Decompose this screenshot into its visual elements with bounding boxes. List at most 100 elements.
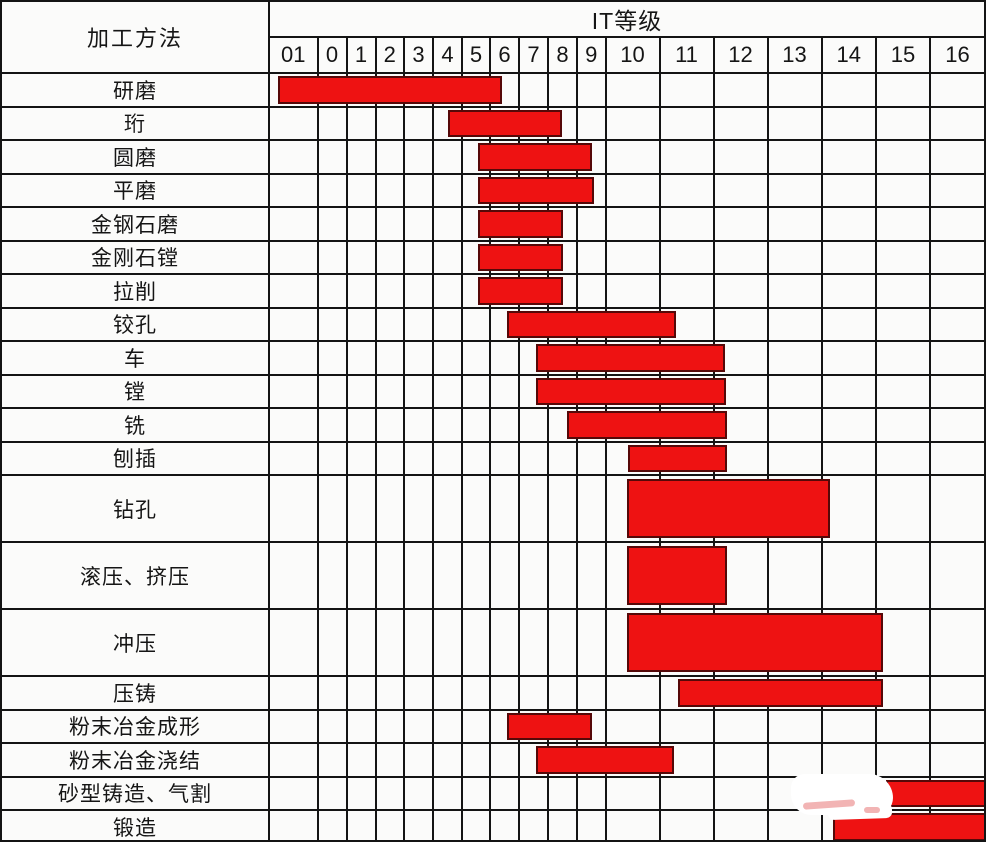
it-grade-bar: [627, 546, 727, 605]
grade-col-header: 7: [520, 38, 549, 72]
grid-cell: [823, 308, 877, 340]
grid-cell: [931, 711, 984, 743]
grid-cell: [823, 744, 877, 776]
grid-cell: [823, 409, 877, 441]
grid-cell: [549, 543, 578, 608]
grid-cell: [463, 375, 491, 407]
grid-cell: [823, 74, 877, 106]
grid-cell: [877, 208, 931, 240]
method-label: 钻孔: [2, 476, 270, 541]
grade-col-header: 2: [377, 38, 405, 72]
grid-cell: [769, 208, 823, 240]
grid-cell: [491, 811, 520, 840]
grid-cell: [348, 208, 377, 240]
grid-cell: [377, 308, 405, 340]
grid-cell: [715, 275, 769, 307]
grid-cell: [715, 811, 769, 840]
grid-cell: [823, 275, 877, 307]
grid-cell: [607, 241, 661, 273]
it-grade-bar: [567, 411, 727, 439]
grade-header-row: 01 0 1 2 3 4 5 6 7 8 9 10 11 12 13 14 15 16: [270, 38, 984, 72]
grid-cell: [715, 174, 769, 206]
table-row: 车: [2, 342, 984, 376]
grid-cell: [434, 409, 463, 441]
method-label: 铣: [2, 409, 270, 441]
grid-cell: [377, 107, 405, 139]
grid-cell: [270, 174, 319, 206]
grid-cell: [578, 74, 607, 106]
grid-cell: [405, 141, 434, 173]
grid-cell: [549, 777, 578, 809]
grid-cell: [405, 811, 434, 840]
grid-cell: [877, 174, 931, 206]
grid-cell: [491, 677, 520, 709]
grid-cell: [715, 744, 769, 776]
grid-cell: [520, 777, 549, 809]
grid-cell: [931, 141, 984, 173]
grid-cell: [607, 174, 661, 206]
grid-cell: [607, 74, 661, 106]
grid-cell: [715, 74, 769, 106]
grid-cell: [578, 476, 607, 541]
grid-cell: [823, 476, 877, 541]
grid-cell: [823, 543, 877, 608]
grid-cell: [405, 409, 434, 441]
table-row: 金刚石镗: [2, 241, 984, 275]
grid-cell: [405, 610, 434, 675]
grid-cell: [578, 174, 607, 206]
grid-cell: [348, 174, 377, 206]
grid-cell: [931, 208, 984, 240]
grid-cell: [319, 375, 348, 407]
it-grade-bar: [536, 344, 725, 372]
grid-cell: [377, 275, 405, 307]
grade-col-header: 5: [463, 38, 491, 72]
grid-cell: [823, 710, 877, 742]
grid-cell: [715, 141, 769, 173]
grid-cell: [877, 141, 931, 173]
grid-cell: [405, 543, 434, 608]
grid-cell: [661, 710, 715, 742]
it-grade-bar: [627, 613, 884, 672]
grade-col-header: 16: [945, 42, 970, 67]
method-label: 砂型铸造、气割: [2, 777, 270, 809]
grid-cell: [549, 442, 578, 474]
grid-cell: [769, 710, 823, 742]
grid-cell: [348, 610, 377, 675]
grid-cell: [578, 811, 607, 840]
method-label: 金钢石磨: [2, 208, 270, 240]
grid-cell: [491, 777, 520, 809]
grade-col-header: 8: [549, 38, 578, 72]
grid-cell: [319, 174, 348, 206]
table-row: 铣: [2, 409, 984, 443]
grid-cell: [434, 275, 463, 307]
grid-cell: [578, 208, 607, 240]
grid-cell: [769, 811, 823, 840]
table-row: 镗: [2, 375, 984, 409]
grid-cell: [270, 476, 319, 541]
grid-cell: [434, 308, 463, 340]
grid-cell: [377, 811, 405, 840]
grid-cell: [877, 275, 931, 307]
grid-cell: [578, 241, 607, 273]
grid-cell: [549, 677, 578, 709]
grid-cell: [463, 811, 491, 840]
grid-cell: [270, 610, 319, 675]
grade-cells: [270, 241, 984, 273]
grid-cell: [769, 543, 823, 608]
grade-cells: [270, 710, 984, 743]
grid-cell: [769, 409, 823, 441]
grid-cell: [607, 208, 661, 240]
grid-cell: [405, 476, 434, 541]
grade-col-header: 01: [270, 38, 319, 72]
grid-cell: [405, 375, 434, 407]
grid-cell: [319, 342, 348, 374]
grid-cell: [348, 141, 377, 173]
grid-cell: [377, 174, 405, 206]
grid-cell: [319, 442, 348, 474]
grid-cell: [434, 442, 463, 474]
grid-cell: [434, 744, 463, 776]
grid-cell: [377, 375, 405, 407]
grid-cell: [769, 442, 823, 474]
method-label: 铰孔: [2, 308, 270, 340]
it-grade-bar: [477, 210, 564, 238]
